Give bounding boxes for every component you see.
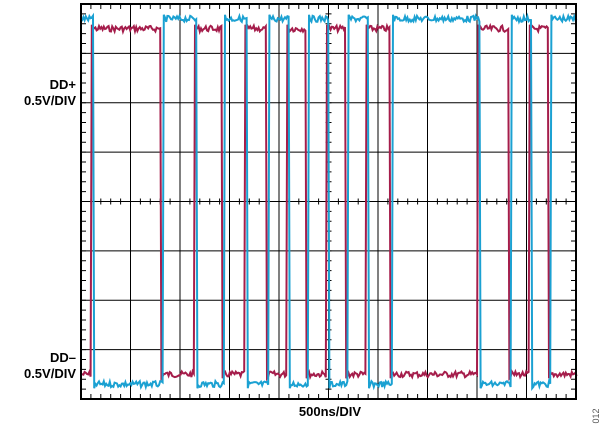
waveform-traces xyxy=(80,12,578,392)
dd-minus-scale: 0.5V/DIV xyxy=(23,366,76,381)
figure-number: 012 xyxy=(591,408,601,424)
dd-minus-channel-label: DD– 0.5V/DIV xyxy=(0,350,76,382)
dd-plus-channel-label: DD+ 0.5V/DIV xyxy=(0,77,76,109)
plot-frame xyxy=(80,3,577,400)
dd-plus-scale: 0.5V/DIV xyxy=(23,93,76,108)
series-line-dd-minus xyxy=(80,12,578,392)
dd-plus-name: DD+ xyxy=(49,77,76,92)
dd-minus-name: DD– xyxy=(49,350,76,365)
x-axis-scale-label: 500ns/DIV xyxy=(298,404,362,419)
